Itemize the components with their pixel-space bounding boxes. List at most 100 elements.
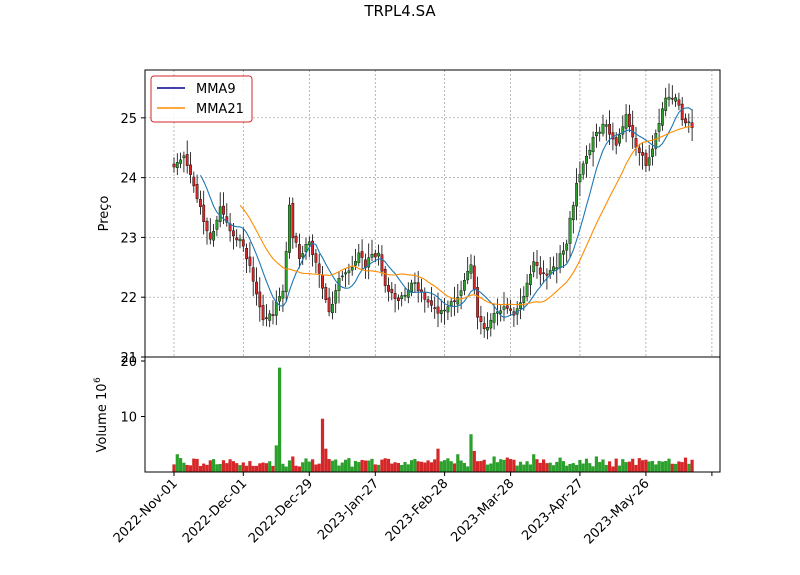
candle	[423, 287, 427, 313]
candle	[519, 288, 522, 320]
x-axis: 2022-Nov-01 2022-Dec-012022-Dec-292023-Ja…	[111, 472, 713, 547]
x-tick-label: 2023-May-26	[582, 476, 653, 547]
volume-bar	[482, 459, 486, 472]
volume-bar	[202, 463, 206, 472]
volume-bar	[664, 461, 668, 472]
volume-bar	[254, 465, 259, 472]
volume-bar	[218, 463, 222, 472]
candle	[433, 296, 437, 319]
volume-bar	[327, 459, 331, 472]
volume-bar	[479, 461, 483, 472]
candle	[449, 297, 453, 317]
volume-bar	[373, 464, 377, 472]
candle	[281, 284, 285, 312]
price-tick-label: 24	[120, 172, 137, 187]
volume-bar	[644, 459, 648, 472]
candle	[258, 277, 262, 322]
candle	[357, 244, 361, 267]
volume-bar	[363, 460, 367, 472]
candle	[575, 168, 579, 221]
volume-bar	[353, 460, 358, 472]
candle	[476, 276, 479, 330]
volume-bar	[584, 458, 589, 472]
candle	[387, 277, 390, 302]
volume-bar	[294, 465, 298, 472]
candle	[185, 140, 189, 174]
volume-bar	[472, 450, 476, 472]
candle	[175, 153, 179, 175]
volume-bar	[674, 463, 678, 472]
candle	[568, 211, 572, 258]
volume-bar	[281, 463, 285, 472]
candle	[324, 283, 328, 304]
volume-bar	[650, 460, 655, 472]
volume-bar	[268, 461, 272, 472]
volume-bar	[377, 464, 381, 472]
volume-bar	[390, 463, 394, 472]
volume-bar	[657, 461, 661, 472]
volume-tick-label: 10	[120, 411, 137, 426]
mma21-line	[239, 126, 693, 306]
candle	[472, 255, 476, 295]
candle	[618, 128, 621, 147]
candle	[403, 286, 407, 302]
volume-bar	[667, 458, 671, 472]
volume-bar	[558, 457, 562, 472]
volume-bar	[426, 460, 430, 472]
volume-bar	[314, 464, 318, 472]
volume-bar	[347, 458, 351, 472]
volume-bar	[413, 458, 417, 472]
volume-bar	[241, 462, 245, 472]
candle	[644, 149, 648, 173]
candle	[225, 203, 229, 227]
volume-bar	[419, 461, 424, 472]
volume-bar	[469, 434, 473, 472]
candle	[637, 143, 641, 166]
volume-bar	[456, 454, 460, 472]
candle	[340, 270, 344, 281]
volume-bar	[505, 457, 509, 472]
candle	[512, 307, 516, 327]
volume-bar	[386, 458, 391, 472]
volume-bar	[631, 458, 635, 472]
price-tick-label: 22	[120, 291, 137, 306]
volume-panel: 10 20 Volume 106	[93, 355, 721, 473]
volume-bar	[683, 457, 688, 472]
candle	[172, 157, 176, 173]
volume-bar	[542, 459, 546, 472]
volume-bar	[680, 462, 684, 472]
candle	[525, 274, 529, 302]
candle	[588, 143, 592, 159]
candle	[657, 108, 661, 142]
volume-bar	[360, 459, 364, 472]
volume-bar	[611, 466, 615, 472]
candle	[661, 102, 664, 131]
volume-bar	[568, 463, 572, 472]
volume-bar	[677, 461, 681, 472]
candle	[367, 243, 371, 280]
candle	[231, 222, 235, 250]
volume-bar	[565, 465, 569, 472]
volume-bar	[245, 465, 249, 472]
volume-bar	[489, 463, 493, 472]
candle	[628, 104, 631, 133]
volume-bar	[334, 459, 338, 472]
volume-bar	[238, 465, 242, 472]
volume-bar	[601, 459, 605, 472]
candle	[667, 83, 671, 107]
volume-bar	[535, 459, 539, 472]
volume-bar	[195, 458, 199, 472]
chart-title: TRPL4.SA	[363, 2, 436, 20]
candle	[298, 233, 301, 269]
candle	[261, 294, 265, 326]
candle	[624, 104, 628, 143]
volume-bar	[416, 461, 420, 472]
candle	[271, 300, 275, 325]
volume-bar	[367, 460, 371, 472]
candle	[202, 190, 206, 235]
candle	[373, 249, 377, 263]
candle	[192, 171, 196, 193]
volume-bar	[452, 463, 457, 472]
volume-bar	[608, 461, 612, 472]
